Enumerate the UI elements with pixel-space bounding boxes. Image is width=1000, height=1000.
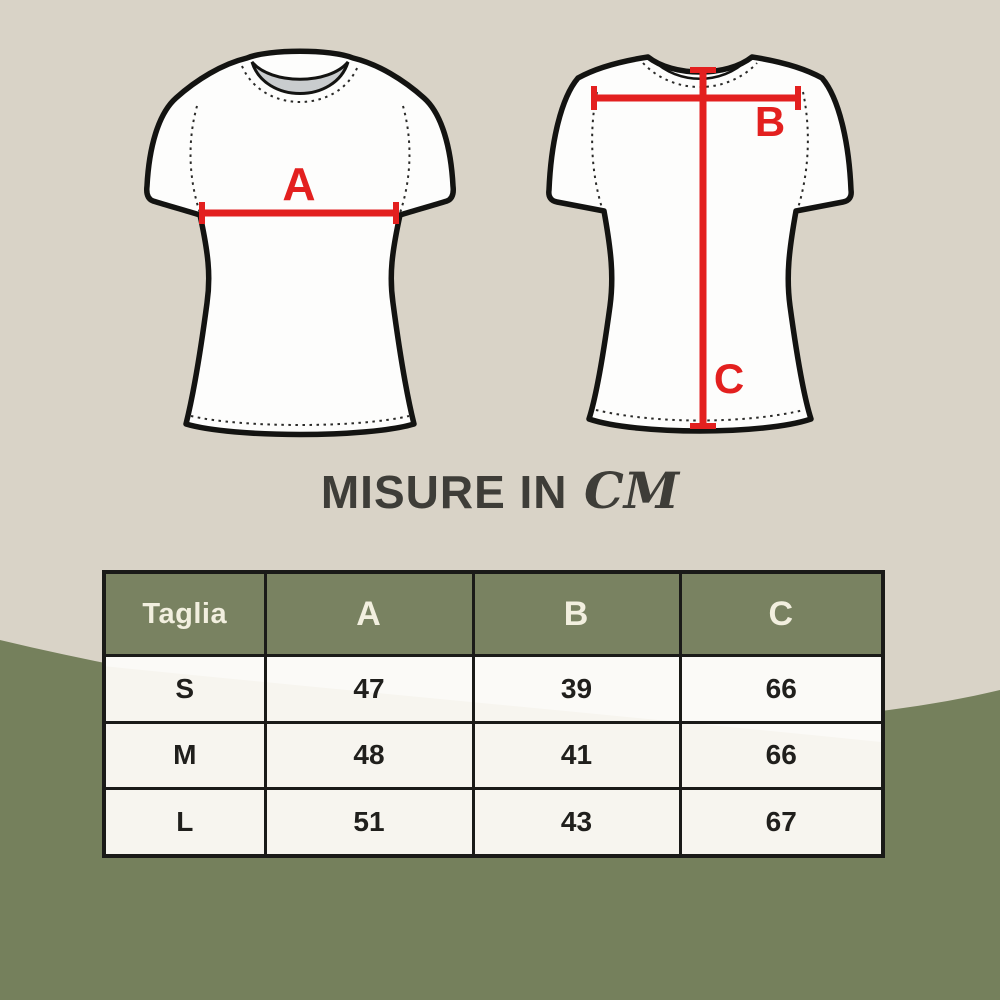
value-cell-b: 41 (471, 720, 682, 791)
back-right-armhole-stitch (797, 91, 809, 209)
header-row: Taglia A B C (102, 570, 885, 657)
back-left-armhole-stitch (591, 91, 603, 209)
table-row-l: L 51 43 67 (102, 787, 885, 858)
size-table: Taglia A B C S 47 39 66 M 48 41 66 (102, 570, 885, 858)
tshirt-front-illustration (144, 48, 456, 438)
value-cell-c: 66 (678, 720, 885, 791)
measure-line-a (199, 202, 399, 224)
page-title: MISURE IN CM (0, 461, 1000, 520)
size-cell: L (102, 787, 267, 858)
front-shirt-body (144, 48, 456, 438)
size-table-container: Taglia A B C S 47 39 66 M 48 41 66 (102, 570, 885, 858)
table-row-s: S 47 39 66 (102, 654, 885, 724)
header-a: A (263, 570, 475, 657)
front-collar-stitch (241, 65, 359, 103)
value-cell-a: 51 (263, 787, 475, 858)
value-cell-a: 47 (263, 654, 475, 724)
header-taglia: Taglia (102, 570, 267, 657)
value-cell-b: 39 (471, 654, 682, 724)
title-text: MISURE IN (320, 466, 568, 518)
measurement-lines (199, 67, 801, 429)
measure-line-b (591, 86, 801, 110)
size-cell: S (102, 654, 267, 724)
value-cell-c: 66 (678, 654, 885, 724)
header-c: C (678, 570, 885, 657)
front-collar-opening (250, 60, 350, 95)
back-length-measure-label: C (713, 355, 745, 402)
back-hem-stitch (595, 409, 805, 422)
front-hem-stitch (190, 415, 410, 426)
header-b: B (471, 570, 682, 657)
value-cell-c: 67 (678, 787, 885, 858)
size-table-header: Taglia A B C (102, 570, 885, 657)
front-chest-measure-label: A (282, 158, 316, 210)
back-shoulder-measure-label: B (754, 98, 786, 145)
size-cell: M (102, 720, 267, 791)
measure-line-c (690, 67, 716, 429)
value-cell-b: 43 (471, 787, 682, 858)
size-table-body: S 47 39 66 M 48 41 66 L 51 43 67 (102, 654, 885, 858)
table-row-m: M 48 41 66 (102, 720, 885, 791)
tshirt-measurement-diagram (144, 48, 854, 438)
value-cell-a: 48 (263, 720, 475, 791)
title-unit: CM (583, 461, 680, 520)
